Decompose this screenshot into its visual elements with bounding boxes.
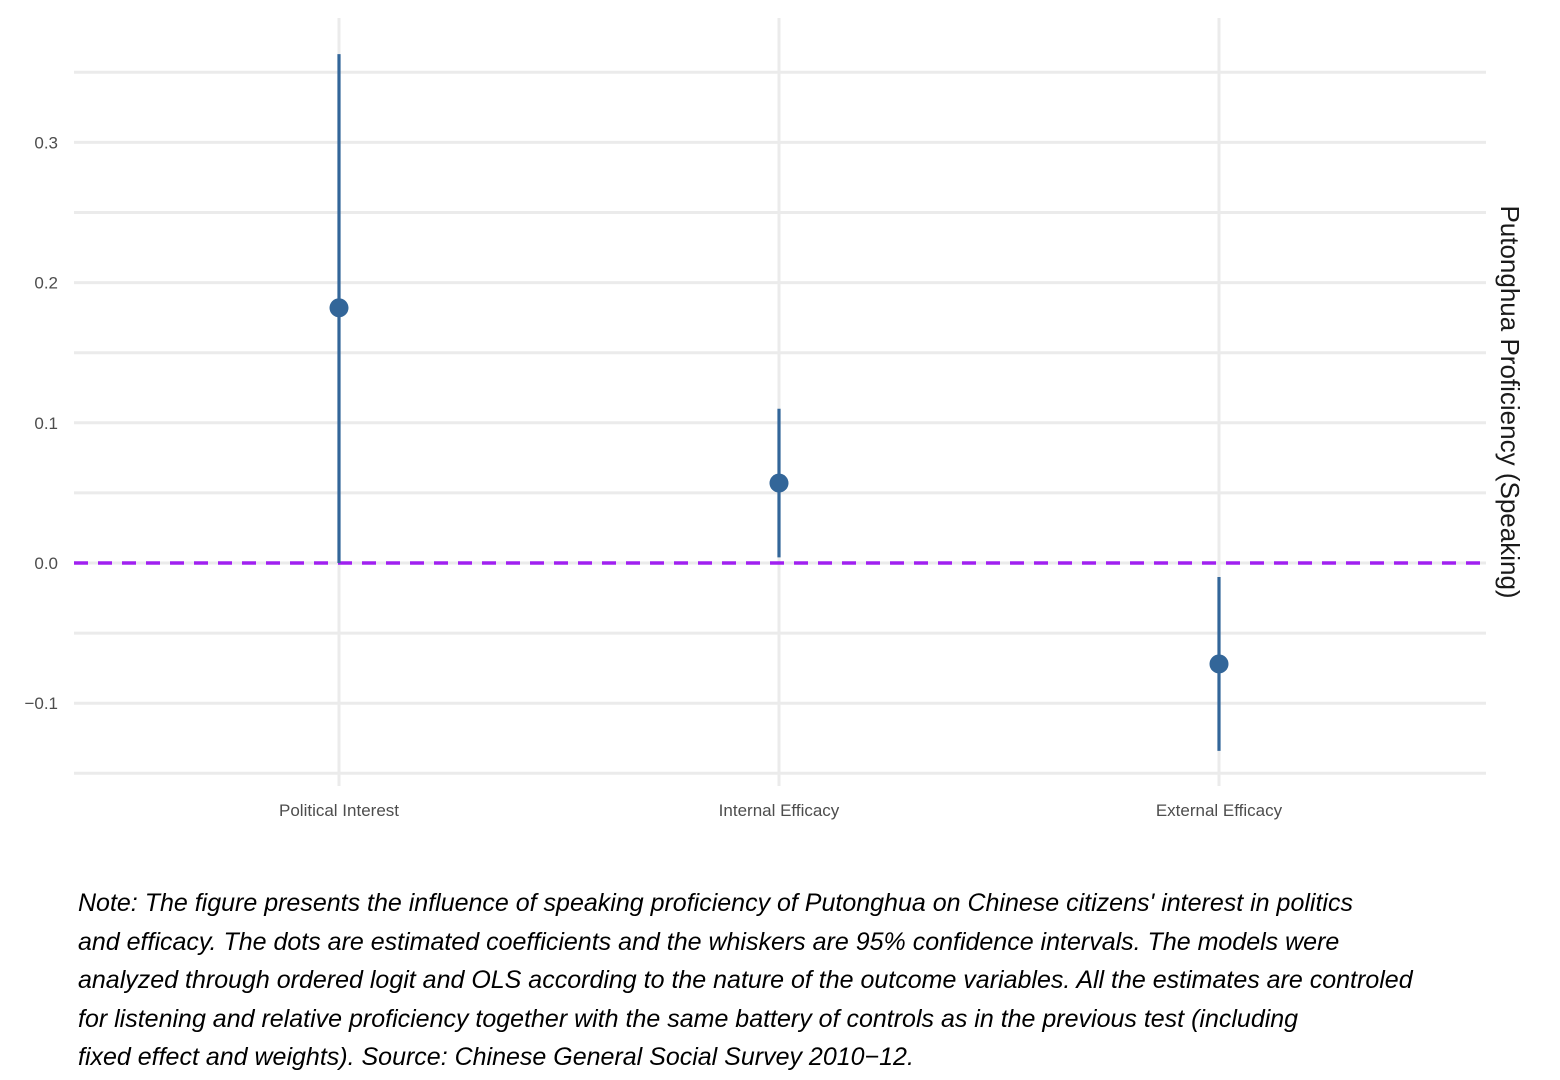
note-line: for listening and relative proficiency t… bbox=[78, 1004, 1299, 1033]
note-line: and efficacy. The dots are estimated coe… bbox=[78, 927, 1340, 956]
note-line: fixed effect and weights). Source: Chine… bbox=[78, 1043, 914, 1071]
y-tick-label: 0.2 bbox=[34, 274, 58, 293]
y-tick-label: 0.1 bbox=[34, 414, 58, 433]
x-tick-label: Political Interest bbox=[279, 801, 399, 820]
note-line: analyzed through ordered logit and OLS a… bbox=[78, 966, 1413, 994]
estimate-point bbox=[1209, 654, 1229, 674]
note-line: Note: The figure presents the influence … bbox=[78, 889, 1353, 917]
figure-note: Note: The figure presents the influence … bbox=[78, 884, 1518, 1077]
coefficient-chart: −0.1 0.0 0.1 0.2 0.3 Political Interest Inter… bbox=[24, 18, 1525, 820]
estimate-point bbox=[329, 298, 349, 318]
y-tick-label: 0.0 bbox=[34, 554, 58, 573]
grid-layer bbox=[74, 18, 1486, 786]
estimate-point bbox=[769, 473, 789, 493]
x-tick-label: Internal Efficacy bbox=[719, 801, 840, 820]
y-axis: −0.1 0.0 0.1 0.2 0.3 bbox=[24, 133, 58, 713]
facet-strip-label: Putonghua Proficiency (Speaking) bbox=[1495, 205, 1525, 598]
y-tick-label: 0.3 bbox=[34, 133, 58, 152]
y-tick-label: −0.1 bbox=[24, 694, 58, 713]
marks-layer bbox=[329, 54, 1229, 751]
x-axis: Political Interest Internal Efficacy Exter… bbox=[279, 801, 1283, 820]
x-tick-label: External Efficacy bbox=[1156, 801, 1283, 820]
